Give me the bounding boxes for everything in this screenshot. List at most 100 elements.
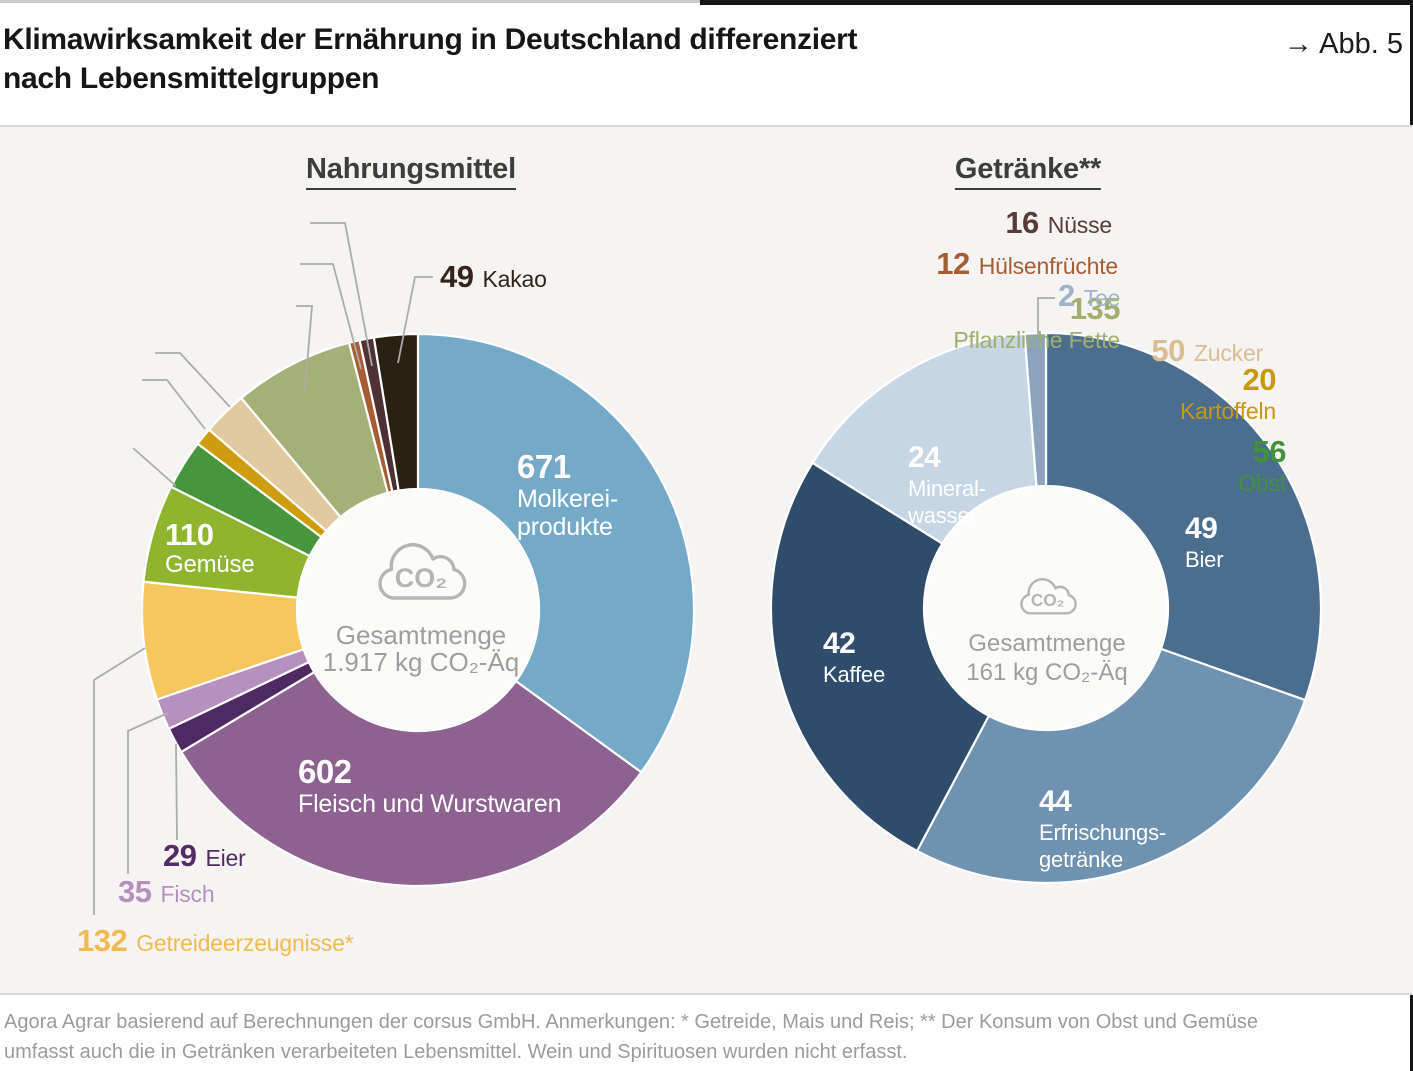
segment-label-eier: 29 Eier	[163, 838, 246, 874]
segment-label-kartoffeln: 20 Kartoffeln	[1179, 362, 1277, 424]
segment-value-kaffee: 42	[823, 627, 856, 660]
segment-value-erfrischungsgetraenke: 44	[1039, 785, 1072, 818]
segment-name-gemuese: Gemüse	[165, 551, 255, 578]
segment-value-getreide: 132	[77, 923, 128, 958]
segment-label-nuesse: 16 Nüsse	[1005, 205, 1112, 241]
segment-label-gemuese: 110 Gemüse	[165, 518, 255, 578]
segment-label-obst: 56 Obst	[1238, 434, 1286, 496]
segment-name-eier: Eier	[205, 845, 246, 871]
leader-line-eier	[175, 743, 178, 841]
segment-name-erfrischungsgetraenke: getränke	[1039, 847, 1124, 872]
top-accent-bar	[700, 0, 1413, 5]
segment-label-bier: 49 Bier	[1185, 512, 1224, 573]
left-center-total: 1.917 kg CO₂-Äq	[322, 647, 520, 677]
segment-label-getreide: 132 Getreideerzeugnisse*	[77, 923, 354, 959]
leader-line-getreide	[93, 647, 146, 915]
segment-value-fisch: 35	[118, 874, 152, 909]
segment-value-obst: 56	[1252, 434, 1287, 469]
segment-name-kaffee: Kaffee	[823, 662, 886, 687]
segment-name-getreide: Getreideerzeugnisse*	[136, 930, 354, 956]
segment-value-huelsenfruechte: 12	[936, 246, 970, 281]
page-title-line1: Klimawirksamkeit der Ernährung in Deutsc…	[3, 23, 858, 56]
segment-mineralwasser	[811, 332, 1038, 545]
segment-value-kartoffeln: 20	[1242, 362, 1277, 397]
segment-erfrischungsgetraenke	[916, 647, 1307, 885]
segment-value-mineralwasser: 24	[908, 441, 941, 474]
leader-line-tee	[1037, 297, 1055, 335]
segment-value-kakao: 49	[440, 259, 474, 294]
segment-name-fisch: Fisch	[160, 881, 215, 907]
segment-name-molkerei: produkte	[517, 513, 613, 541]
leader-line-huelsenfruechte	[300, 263, 362, 370]
leader-line-pflanzliche_fette	[296, 305, 313, 390]
segment-value-fleisch: 602	[298, 753, 352, 790]
leader-line-fisch	[127, 712, 169, 874]
segment-label-zucker: 50 Zucker	[1151, 333, 1263, 369]
source-note-line1: Agora Agrar basierend auf Berechnungen d…	[4, 1011, 1258, 1033]
source-note-line2: umfasst auch die in Getränken verarbeite…	[4, 1041, 908, 1063]
co2-cloud-text: CO₂	[1031, 590, 1065, 610]
co2-cloud-text: CO₂	[395, 563, 448, 593]
divider	[0, 125, 1413, 127]
segment-label-molkerei: 671 Molkerei-produkte	[517, 448, 618, 542]
segment-value-molkerei: 671	[517, 448, 571, 485]
co2-cloud-icon: CO₂	[378, 543, 467, 600]
right-chart-title: Getränke**	[954, 153, 1101, 190]
segment-value-bier: 49	[1185, 512, 1218, 545]
segment-value-tee: 2	[1058, 278, 1075, 313]
segment-name-fleisch: Fleisch und Wurstwaren	[298, 790, 562, 818]
segment-name-kakao: Kakao	[482, 266, 547, 292]
co2-cloud-icon: CO₂	[1020, 578, 1077, 615]
page-title: Klimawirksamkeit der Ernährung in Deutsc…	[3, 20, 857, 98]
source-note: Agora Agrar basierend auf Berechnungen d…	[4, 1007, 1399, 1067]
left-chart-title: Nahrungsmittel	[306, 153, 516, 190]
segment-bier	[1044, 331, 1323, 702]
segment-molkerei	[416, 332, 696, 774]
segment-name-erfrischungsgetraenke: Erfrischungs-	[1039, 820, 1166, 845]
left-center-caption: Gesamtmenge	[335, 620, 507, 650]
segment-name-bier: Bier	[1185, 547, 1224, 572]
segment-label-kaffee: 42 Kaffee	[823, 627, 885, 688]
getraenke-donut-hole	[920, 482, 1172, 734]
segment-value-gemuese: 110	[165, 517, 214, 552]
segment-label-pflanzliche_fette: 135 Pflanzliche Fette	[953, 291, 1120, 353]
segment-name-pflanzliche_fette: Pflanzliche Fette	[953, 327, 1120, 353]
segment-name-zucker: Zucker	[1193, 340, 1263, 366]
segment-name-huelsenfruechte: Hülsenfrüchte	[978, 253, 1119, 279]
segment-name-molkerei: Molkerei-	[517, 485, 618, 513]
segment-label-mineralwasser: 24 Mineral-wasser	[908, 441, 986, 529]
leader-line-zucker	[155, 352, 231, 408]
segment-value-zucker: 50	[1151, 333, 1185, 368]
right-center-total: 161 kg CO₂-Äq	[966, 659, 1128, 686]
nahrungsmittel-donut-hole	[293, 485, 543, 735]
segment-name-tee: Tee	[1083, 285, 1121, 311]
segment-label-huelsenfruechte: 12 Hülsenfrüchte	[936, 246, 1118, 282]
right-center-caption: Gesamtmenge	[968, 630, 1126, 657]
leader-line-kartoffeln	[142, 379, 206, 430]
segment-name-mineralwasser: Mineral-	[908, 476, 986, 501]
segment-name-kartoffeln: Kartoffeln	[1179, 398, 1276, 424]
segment-value-eier: 29	[163, 838, 197, 873]
segment-label-fleisch: 602 Fleisch und Wurstwaren	[298, 753, 562, 819]
segment-label-fisch: 35 Fisch	[118, 874, 215, 910]
segment-value-nuesse: 16	[1005, 205, 1039, 240]
leader-line-obst	[132, 447, 177, 487]
divider	[0, 993, 1413, 995]
figure-reference: → Abb. 5	[1283, 28, 1403, 60]
leader-line-nuesse	[310, 222, 373, 367]
segment-kakao	[372, 332, 420, 492]
segment-label-tee: 2 Tee	[1058, 278, 1120, 314]
page-title-line2: nach Lebensmittelgruppen	[3, 62, 380, 95]
segment-label-erfrischungsgetraenke: 44 Erfrischungs-getränke	[1039, 785, 1166, 873]
segment-value-pflanzliche_fette: 135	[1069, 291, 1121, 326]
leader-line-kakao	[397, 276, 433, 364]
segment-name-obst: Obst	[1238, 470, 1286, 496]
segment-fleisch	[180, 671, 643, 888]
segment-tee	[1023, 331, 1048, 488]
segment-kaffee	[769, 461, 990, 853]
segment-label-kakao: 49 Kakao	[440, 259, 547, 295]
segment-name-mineralwasser: wasser	[908, 503, 977, 528]
segment-name-nuesse: Nüsse	[1047, 212, 1112, 238]
